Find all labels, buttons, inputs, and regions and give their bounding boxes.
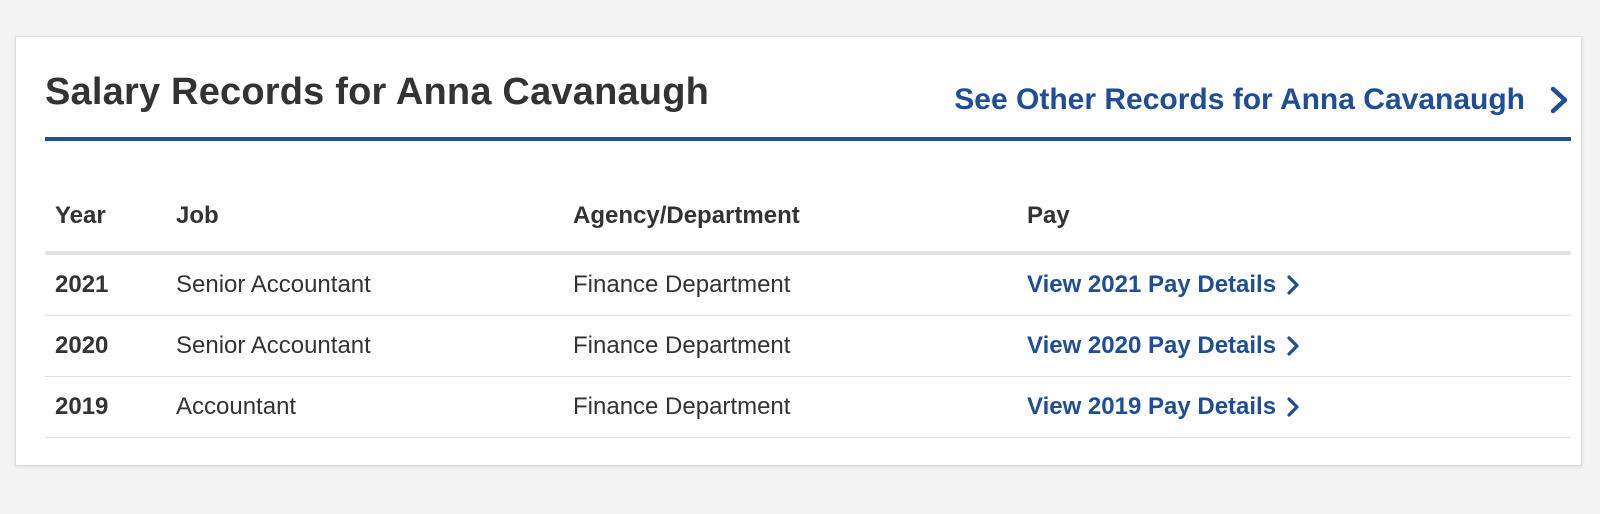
job-cell: Accountant: [176, 376, 573, 438]
chevron-right-icon: [1286, 335, 1300, 357]
table-header-row: Year Job Agency/Department Pay: [45, 181, 1571, 255]
table-row: 2020 Senior Accountant Finance Departmen…: [45, 315, 1571, 377]
job-cell: Senior Accountant: [176, 315, 573, 377]
chevron-right-icon: [1286, 274, 1300, 296]
agency-cell: Finance Department: [573, 315, 1027, 377]
column-header-year: Year: [45, 181, 176, 255]
table-row: 2019 Accountant Finance Department View …: [45, 376, 1571, 438]
year-cell: 2021: [45, 253, 176, 316]
pay-cell: View 2019 Pay Details: [1027, 376, 1571, 438]
view-pay-details-label: View 2019 Pay Details: [1027, 393, 1277, 420]
chevron-right-icon: [1286, 396, 1300, 418]
page-title: Salary Records for Anna Cavanaugh: [45, 71, 710, 113]
pay-cell: View 2021 Pay Details: [1027, 253, 1571, 316]
view-pay-details-label: View 2020 Pay Details: [1027, 332, 1277, 359]
job-cell: Senior Accountant: [176, 253, 573, 316]
column-header-pay: Pay: [1027, 181, 1571, 255]
view-pay-details-link[interactable]: View 2020 Pay Details: [1027, 332, 1300, 360]
column-header-agency: Agency/Department: [573, 181, 1027, 255]
see-other-records-label: See Other Records for Anna Cavanaugh: [954, 83, 1525, 116]
salary-records-card: Salary Records for Anna Cavanaugh See Ot…: [15, 36, 1582, 466]
salary-records-table: Year Job Agency/Department Pay 2021 Seni…: [45, 181, 1571, 438]
see-other-records-link[interactable]: See Other Records for Anna Cavanaugh: [954, 83, 1571, 117]
pay-cell: View 2020 Pay Details: [1027, 315, 1571, 377]
card-header: Salary Records for Anna Cavanaugh See Ot…: [45, 37, 1571, 141]
view-pay-details-label: View 2021 Pay Details: [1027, 271, 1277, 298]
chevron-right-icon: [1547, 85, 1571, 115]
column-header-job: Job: [176, 181, 573, 255]
view-pay-details-link[interactable]: View 2021 Pay Details: [1027, 271, 1300, 299]
table-row: 2021 Senior Accountant Finance Departmen…: [45, 253, 1571, 316]
agency-cell: Finance Department: [573, 253, 1027, 316]
year-cell: 2020: [45, 315, 176, 377]
view-pay-details-link[interactable]: View 2019 Pay Details: [1027, 393, 1300, 421]
agency-cell: Finance Department: [573, 376, 1027, 438]
year-cell: 2019: [45, 376, 176, 438]
